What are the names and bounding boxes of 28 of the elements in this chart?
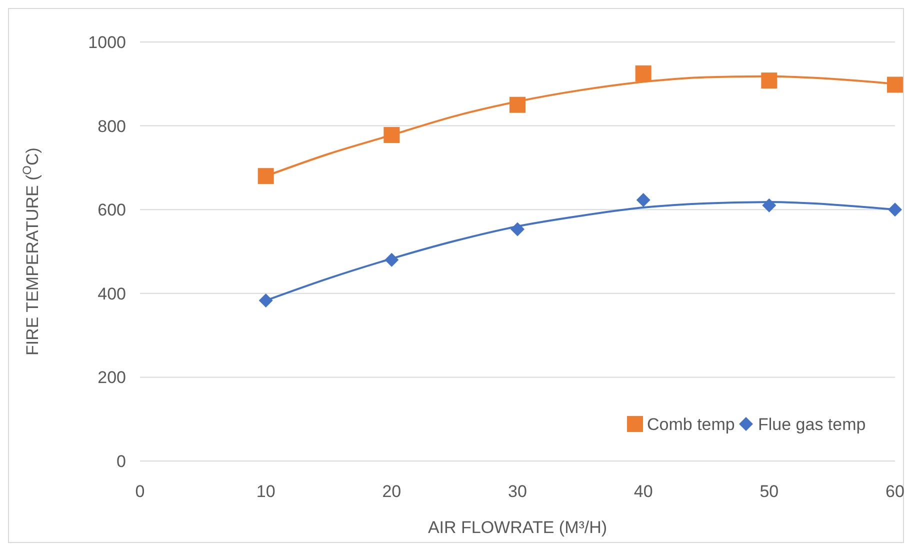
point (510, 96, 526, 113)
legend-label: Flue gas temp (758, 415, 866, 434)
y-tick-label: 600 (98, 200, 126, 220)
point (762, 198, 776, 212)
y-tick-label: 400 (98, 284, 126, 304)
point (510, 222, 524, 236)
point (761, 72, 778, 89)
y-tick-label: 1000 (88, 33, 126, 52)
point (635, 65, 652, 82)
x-tick-label: 60 (886, 482, 904, 501)
y-tick-label: 800 (98, 116, 126, 136)
x-tick-label: 10 (256, 482, 276, 501)
point (636, 192, 650, 207)
x-tick-label: 30 (508, 482, 527, 501)
point (258, 294, 273, 308)
point (888, 202, 902, 217)
y-tick-label: 0 (116, 452, 126, 471)
point (384, 252, 399, 267)
x-tick-label: 0 (135, 482, 145, 501)
x-tick-label: 20 (382, 482, 402, 501)
point (258, 168, 274, 184)
y-tick-label: 200 (98, 368, 126, 388)
x-axis-title: AIR FLOWRATE (M³/H) (428, 518, 608, 537)
x-tick-label: 50 (760, 482, 779, 501)
x-tick-label: 40 (634, 482, 653, 501)
legend-label: Comb temp (647, 415, 735, 434)
point (384, 127, 400, 144)
point (887, 76, 903, 93)
